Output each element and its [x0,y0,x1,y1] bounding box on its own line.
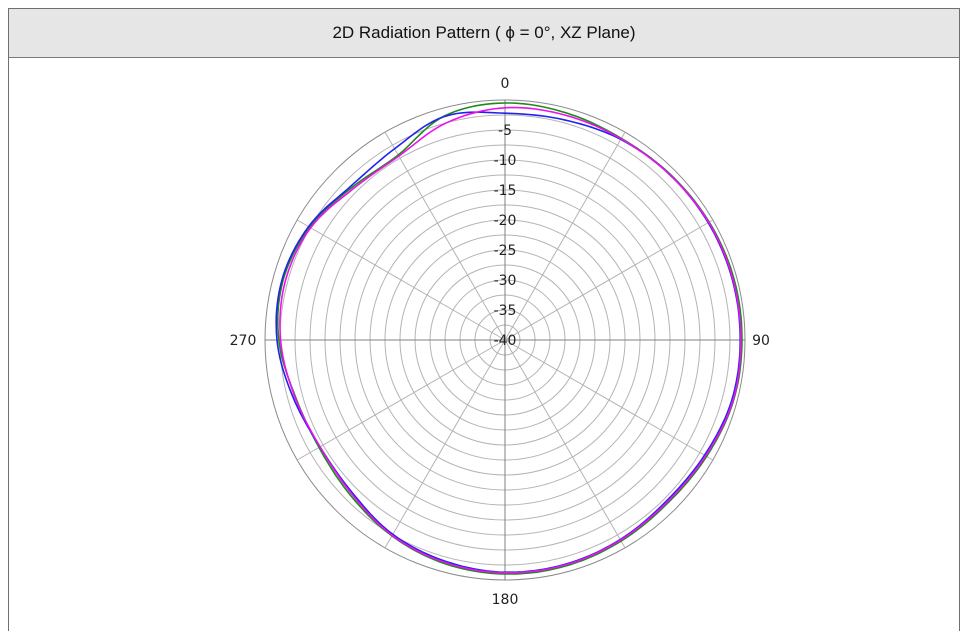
angle-label-90: 90 [752,333,770,349]
grid-spoke [296,339,506,461]
angle-label-0: 0 [501,76,510,92]
grid-spoke [504,131,626,341]
grid-spoke [384,339,506,549]
grid-spoke [504,339,626,549]
grid-spoke [504,339,714,461]
radial-tick-label: -30 [494,273,517,289]
radial-tick-label: -20 [494,213,517,229]
angle-label-270: 270 [230,333,257,349]
grid-spoke [296,219,506,341]
grid-spoke [384,131,506,341]
radial-tick-label: -10 [494,153,517,169]
chart-title: 2D Radiation Pattern ( ϕ = 0°, XZ Plane) [9,9,959,58]
radial-tick-label: -15 [494,183,517,199]
radial-tick-label: -40 [494,333,517,349]
polar-plot: -5 -10 -15 -20 -25 -30 -35 -40 0 90 180 270 [230,76,770,608]
grid-spoke [504,219,714,341]
radial-tick-label: -25 [494,243,517,259]
radial-tick-label: -35 [494,303,517,319]
chart-panel: 2D Radiation Pattern ( ϕ = 0°, XZ Plane)… [8,8,960,631]
series-line-3 [279,106,742,574]
radial-tick-label: -5 [498,123,512,139]
angle-label-180: 180 [492,592,519,608]
